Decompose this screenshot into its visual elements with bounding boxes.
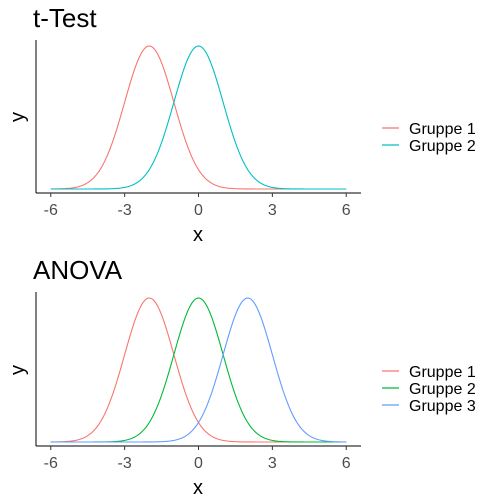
x-axis-label: x (193, 224, 203, 246)
x-tick-label: -3 (118, 202, 132, 219)
x-tick-label: -3 (118, 455, 132, 472)
chart-title: t-Test (33, 3, 97, 33)
x-axis-label: x (193, 477, 203, 499)
chart-title: ANOVA (33, 255, 123, 285)
x-axis-ticks: -6 -3 0 3 6 (44, 446, 351, 472)
series-line-1 (50, 297, 347, 443)
legend-label: Gruppe 2 (409, 138, 476, 155)
series-line-2 (50, 45, 347, 190)
series-line-3 (50, 297, 347, 443)
series-line-1 (50, 45, 347, 190)
y-axis-label: y (7, 365, 29, 375)
x-tick-label: -6 (44, 202, 58, 219)
x-tick-label: 3 (268, 202, 277, 219)
series-lines (50, 45, 347, 190)
legend-label: Gruppe 1 (409, 364, 476, 381)
series-line-2 (50, 297, 347, 443)
x-tick-label: 3 (268, 455, 277, 472)
y-axis-label: y (7, 112, 29, 122)
x-tick-label: -6 (44, 455, 58, 472)
x-tick-label: 0 (194, 455, 203, 472)
series-lines (50, 297, 347, 443)
x-tick-label: 0 (194, 202, 203, 219)
legend-label: Gruppe 1 (409, 121, 476, 138)
x-tick-label: 6 (342, 455, 351, 472)
legend-label: Gruppe 3 (409, 398, 476, 415)
x-tick-label: 6 (342, 202, 351, 219)
legend-label: Gruppe 2 (409, 381, 476, 398)
x-axis-ticks: -6 -3 0 3 6 (44, 193, 351, 219)
